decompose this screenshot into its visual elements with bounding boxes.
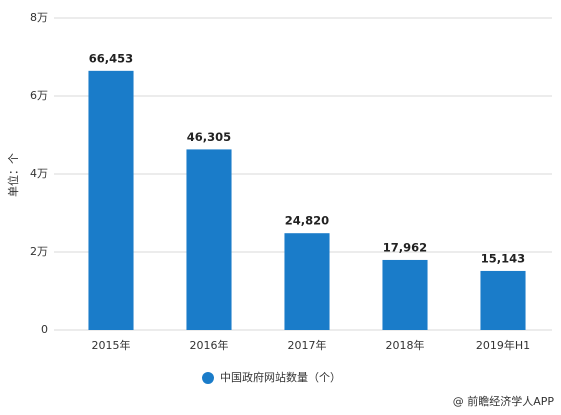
value-label: 46,305 — [187, 130, 231, 144]
legend-marker — [202, 372, 214, 384]
y-tick-label: 6万 — [30, 89, 48, 102]
bar — [382, 259, 428, 330]
y-tick-label: 4万 — [30, 167, 48, 180]
y-tick-label: 8万 — [30, 11, 48, 24]
value-label: 17,962 — [383, 240, 427, 254]
x-tick-label: 2018年 — [386, 338, 425, 352]
bar — [480, 270, 526, 330]
value-label: 66,453 — [89, 51, 133, 65]
value-label: 24,820 — [285, 214, 329, 228]
legend-label: 中国政府网站数量（个） — [220, 370, 341, 384]
x-tick-label: 2017年 — [288, 338, 327, 352]
x-tick-label: 2015年 — [92, 338, 131, 352]
bar — [186, 149, 232, 330]
y-tick-label: 0 — [41, 323, 48, 336]
x-tick-label: 2016年 — [190, 338, 229, 352]
footer: @ 前瞻经济学人APP — [453, 394, 555, 408]
value-label: 15,143 — [481, 251, 525, 265]
y-axis-title: 单位：个 — [6, 153, 20, 197]
bar — [88, 70, 134, 330]
bar — [284, 233, 330, 330]
x-tick-label: 2019年H1 — [476, 338, 530, 352]
y-tick-label: 2万 — [30, 245, 48, 258]
